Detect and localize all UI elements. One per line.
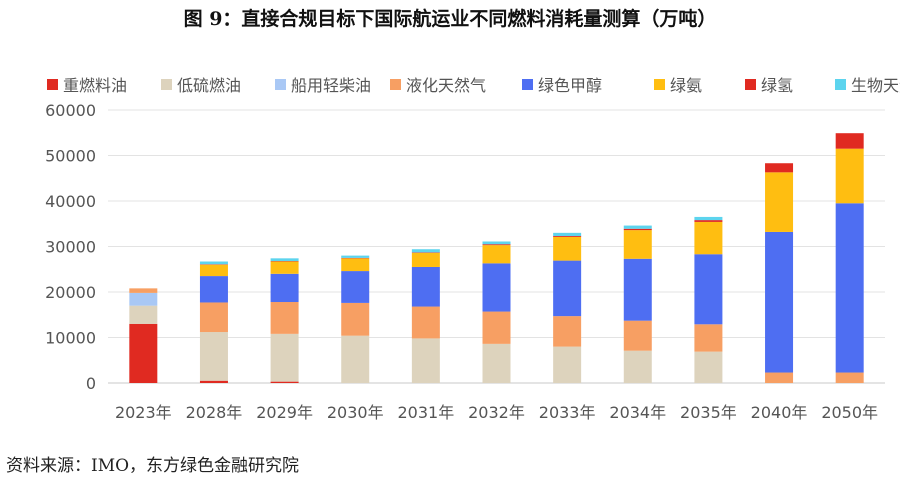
bar-segment xyxy=(553,236,582,237)
bar-segment xyxy=(411,249,440,253)
bar-segment xyxy=(129,305,158,324)
bar-segment xyxy=(270,258,299,262)
legend-label: 船用轻柴油 xyxy=(291,76,371,95)
bar-segment xyxy=(270,381,299,383)
y-axis: 0 10000 20000 30000 40000 50000 60000 xyxy=(45,101,96,393)
bar-segment xyxy=(482,343,511,383)
x-tick-label: 2023年 xyxy=(115,403,172,422)
bar-segment xyxy=(482,263,511,312)
bar-segment xyxy=(341,271,370,303)
bar-segment xyxy=(482,245,511,264)
y-tick-label: 20000 xyxy=(45,283,96,302)
source-note: 资料来源：IMO，东方绿色金融研究院 xyxy=(6,456,300,476)
bar-segment xyxy=(694,254,723,325)
bar-segment xyxy=(623,320,652,351)
legend-swatch xyxy=(390,79,401,90)
legend-swatch xyxy=(654,79,665,90)
bar-segment xyxy=(482,241,511,245)
bar-segment xyxy=(694,351,723,383)
bar-segment xyxy=(270,302,299,334)
legend-swatch xyxy=(275,79,286,90)
bar-segment xyxy=(835,148,864,204)
legend-label: 低硫燃油 xyxy=(177,76,241,95)
y-tick-label: 40000 xyxy=(45,192,96,211)
legend-label: 重燃料油 xyxy=(63,76,127,95)
x-axis: 2023年 2028年 2029年 2030年 2031年 2032年 2033年 2034年… xyxy=(115,403,878,422)
bar-segment xyxy=(411,338,440,383)
bar-segment xyxy=(199,302,228,333)
x-tick-label: 2040年 xyxy=(751,403,808,422)
bar-segment xyxy=(765,163,794,173)
bars xyxy=(129,133,864,383)
legend-label: 绿氨 xyxy=(670,76,702,95)
bar-segment xyxy=(129,292,158,306)
y-tick-label: 60000 xyxy=(45,101,96,120)
legend-swatch xyxy=(522,79,533,90)
bar-segment xyxy=(411,266,440,307)
bar-segment xyxy=(341,335,370,383)
bar-segment xyxy=(835,372,864,383)
bar-segment xyxy=(694,216,723,221)
bar-segment xyxy=(199,261,228,265)
x-tick-label: 2029年 xyxy=(256,403,313,422)
bar-segment xyxy=(553,316,582,347)
bar-segment xyxy=(553,236,582,261)
legend-swatch xyxy=(835,79,846,90)
bar-segment xyxy=(341,258,370,272)
chart-title: 图 9：直接合规目标下国际航运业不同燃料消耗量测算（万吨） xyxy=(183,8,717,30)
bar-segment xyxy=(765,372,794,383)
bar-segment xyxy=(623,225,652,229)
bar-segment xyxy=(199,264,228,277)
bar-segment xyxy=(623,230,652,259)
bar-segment xyxy=(270,261,299,274)
bar-segment xyxy=(835,133,864,149)
legend-swatch xyxy=(161,79,172,90)
x-tick-label: 2034年 xyxy=(609,403,666,422)
x-tick-label: 2031年 xyxy=(397,403,454,422)
bar-segment xyxy=(623,228,652,231)
x-tick-label: 2033年 xyxy=(539,403,596,422)
bar-segment xyxy=(270,273,299,303)
bar-segment xyxy=(129,288,158,293)
legend-label: 绿色甲醇 xyxy=(538,76,602,95)
x-tick-label: 2035年 xyxy=(680,403,737,422)
bar-segment xyxy=(765,172,794,232)
bar-segment xyxy=(199,380,228,383)
y-tick-label: 10000 xyxy=(45,329,96,348)
x-tick-label: 2032年 xyxy=(468,403,525,422)
bar-segment xyxy=(129,323,158,383)
legend-label: 绿氢 xyxy=(761,76,793,95)
bar-segment xyxy=(411,252,440,267)
bar-segment xyxy=(553,346,582,383)
bar-segment xyxy=(694,221,723,255)
legend-swatch xyxy=(47,79,58,90)
bar-segment xyxy=(623,258,652,321)
bar-segment xyxy=(694,324,723,352)
x-tick-label: 2028年 xyxy=(186,403,243,422)
legend-swatch xyxy=(745,79,756,90)
x-tick-label: 2030年 xyxy=(327,403,384,422)
bar-segment xyxy=(623,350,652,383)
bar-segment xyxy=(553,260,582,317)
bar-segment xyxy=(765,231,794,373)
bar-segment xyxy=(270,333,299,382)
bar-segment xyxy=(694,220,723,222)
bar-segment xyxy=(482,244,511,246)
bar-segment xyxy=(411,306,440,339)
bar-segment xyxy=(341,255,370,258)
bar-segment xyxy=(199,276,228,303)
bar-segment xyxy=(835,203,864,373)
bar-segment xyxy=(553,232,582,237)
y-tick-label: 0 xyxy=(86,374,96,393)
bar-segment xyxy=(199,332,228,381)
x-tick-label: 2050年 xyxy=(821,403,878,422)
y-tick-label: 30000 xyxy=(45,238,96,257)
y-tick-label: 50000 xyxy=(45,147,96,166)
legend-label: 液化天然气 xyxy=(406,76,486,95)
legend: 重燃料油 低硫燃油 船用轻柴油 液化天然气 绿色甲醇 绿氨 绿氢 生物天然气 xyxy=(47,76,900,95)
bar-segment xyxy=(482,311,511,344)
bar-segment xyxy=(341,302,370,336)
legend-label: 生物天然气 xyxy=(851,76,900,95)
